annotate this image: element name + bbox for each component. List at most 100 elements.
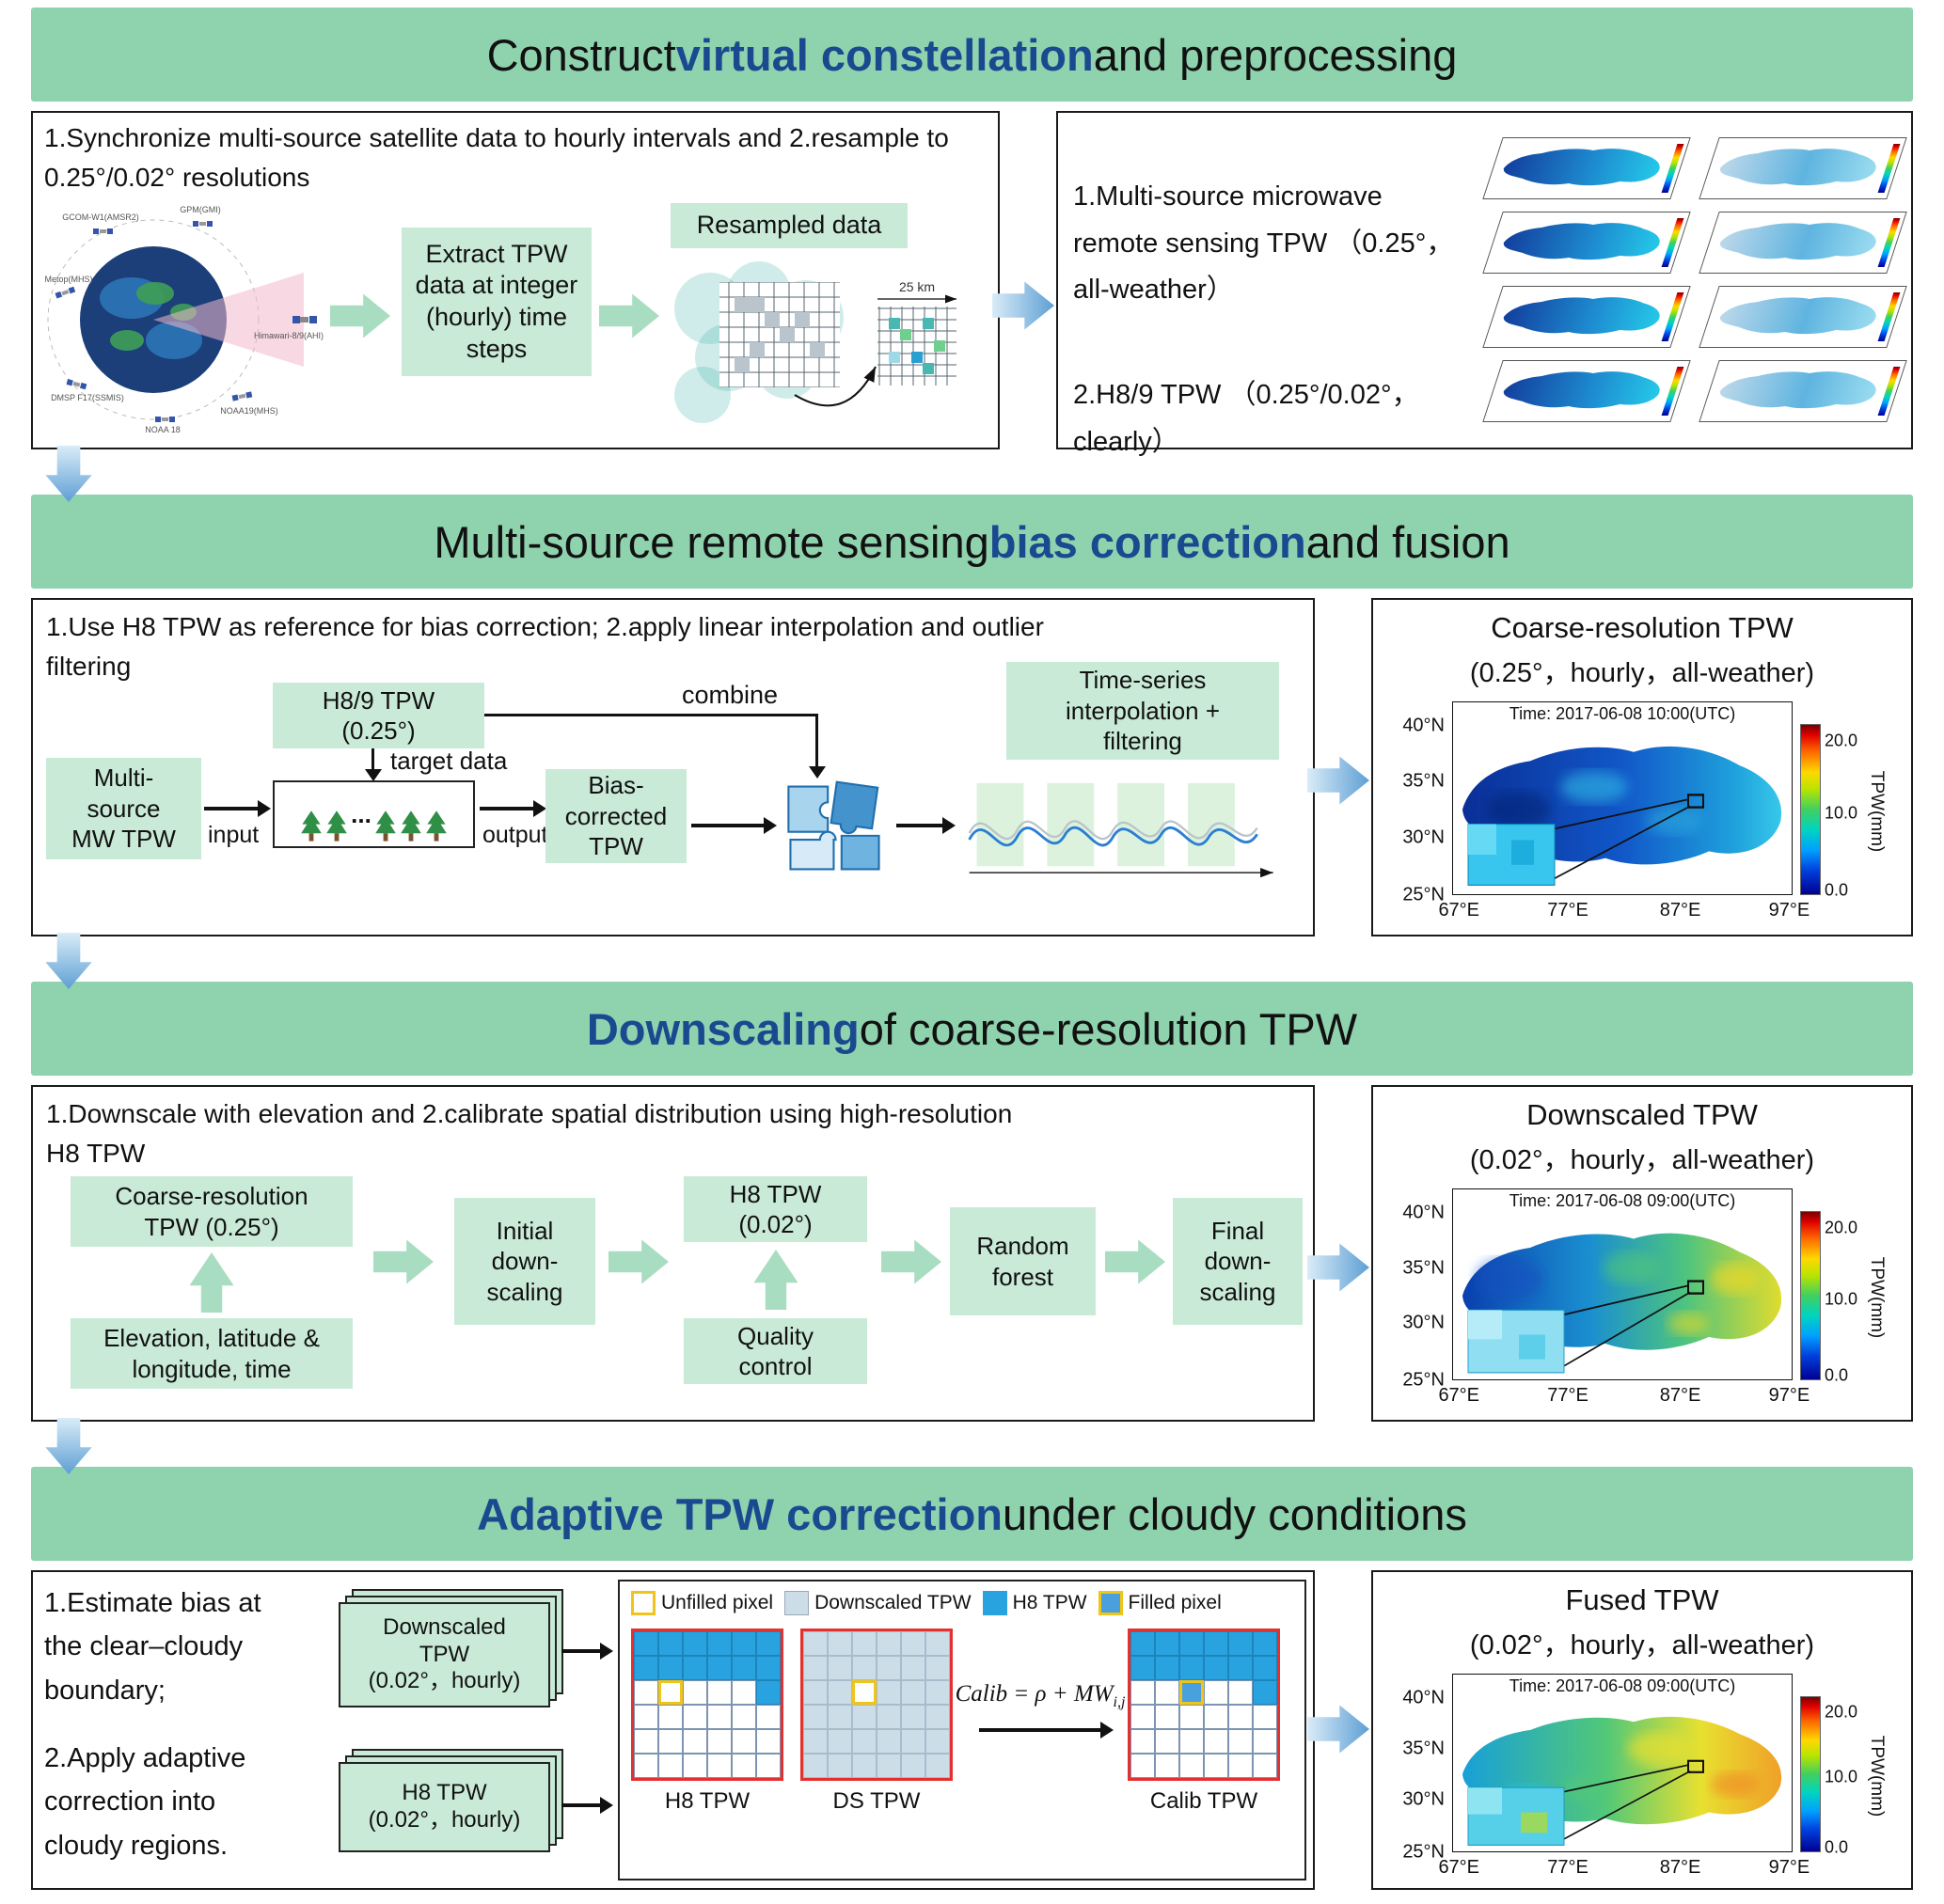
pixel-cell bbox=[683, 1754, 707, 1778]
pixel-cell bbox=[658, 1729, 683, 1754]
h89-tpw-box: H8/9 TPW (0.25°) bbox=[273, 683, 484, 748]
resampled-data-label: Resampled data bbox=[671, 203, 908, 248]
pixel-cell bbox=[634, 1754, 658, 1778]
ctick: 0.0 bbox=[1825, 1365, 1849, 1385]
pixel-cell bbox=[707, 1729, 732, 1754]
initial-downscaling-box: Initial down- scaling bbox=[454, 1198, 595, 1325]
section2-description: 1.Use H8 TPW as reference for bias corre… bbox=[46, 612, 1044, 681]
pixel-cell bbox=[1228, 1729, 1253, 1754]
colorbar-label: TPW(mm) bbox=[1867, 770, 1887, 853]
pixel-cell bbox=[925, 1729, 950, 1754]
pixel-cell bbox=[1179, 1705, 1204, 1729]
section1-right-panel: 1.Multi-source microwave remote sensing … bbox=[1056, 111, 1913, 457]
pixel-cell bbox=[852, 1656, 877, 1680]
section1-description: 1.Synchronize multi-source satellite dat… bbox=[44, 123, 949, 192]
map-thumbnail bbox=[1699, 212, 1907, 274]
downscaled-tpw-title: Downscaled TPW bbox=[1526, 1098, 1758, 1131]
pixel-cell bbox=[683, 1705, 707, 1729]
pixel-cell bbox=[1253, 1705, 1277, 1729]
pixel-cell bbox=[1253, 1631, 1277, 1656]
pixel-cell bbox=[658, 1631, 683, 1656]
map-thumbnail bbox=[1482, 212, 1691, 274]
section3-content: 1.Downscale with elevation and 2.calibra… bbox=[31, 1085, 1913, 1422]
longitude-axis: 67°E 77°E 87°E 97°E bbox=[1438, 1854, 1810, 1879]
pixel-cell bbox=[1253, 1656, 1277, 1680]
pixel-cell bbox=[1204, 1729, 1228, 1754]
map-plot: Time: 2017-06-08 10:00(UTC) bbox=[1452, 701, 1793, 895]
ytick: 40°N bbox=[1402, 1687, 1445, 1708]
calibration-formula: Calib = ρ + MWi,j bbox=[956, 1681, 1125, 1739]
pixel-cell bbox=[1179, 1754, 1204, 1778]
puzzle-fusion-icon bbox=[787, 780, 880, 871]
doc-label: Downscaled TPW (0.02°，hourly) bbox=[339, 1602, 550, 1707]
pixel-cell bbox=[634, 1705, 658, 1729]
pixel-cell bbox=[707, 1705, 732, 1729]
section2-left-panel: 1.Use H8 TPW as reference for bias corre… bbox=[31, 598, 1315, 936]
pixel-cell bbox=[852, 1631, 877, 1656]
pixel-cell bbox=[1228, 1680, 1253, 1705]
bias-corrected-box: Bias- corrected TPW bbox=[545, 769, 687, 863]
section2-content: 1.Use H8 TPW as reference for bias corre… bbox=[31, 598, 1913, 936]
map-thumbnail bbox=[1482, 137, 1691, 199]
fused-tpw-title: Fused TPW bbox=[1565, 1583, 1719, 1616]
ctick: 10.0 bbox=[1825, 803, 1858, 823]
panel-flow-arrow bbox=[1307, 756, 1369, 805]
legend-label: Filled pixel bbox=[1128, 1592, 1222, 1613]
pixel-cell bbox=[1204, 1656, 1228, 1680]
pixel-cell bbox=[1130, 1729, 1155, 1754]
satellite-icon bbox=[66, 379, 87, 390]
h8-tpw-box: H8 TPW (0.02°) bbox=[684, 1176, 867, 1242]
pixel-grid bbox=[1128, 1629, 1280, 1781]
pixel-cell bbox=[683, 1656, 707, 1680]
section4-content: 1.Estimate bias at the clear–cloudy boun… bbox=[31, 1570, 1913, 1890]
xtick: 87°E bbox=[1659, 1385, 1701, 1406]
pixel-cell bbox=[756, 1656, 781, 1680]
right1-line1: 1.Multi-source microwave remote sensing … bbox=[1073, 181, 1454, 305]
target-data-label: target data bbox=[390, 747, 508, 775]
h8-grid-column: H8 TPW bbox=[631, 1629, 783, 1815]
xtick: 77°E bbox=[1547, 1385, 1588, 1406]
flow-right-arrow bbox=[599, 293, 659, 338]
downscaled-tpw-subtitle: (0.02°，hourly，all-weather) bbox=[1469, 1145, 1815, 1175]
section2-banner: Multi-source remote sensing bias correct… bbox=[31, 495, 1913, 589]
combine-label: combine bbox=[682, 681, 779, 709]
legend-label: Downscaled TPW bbox=[814, 1592, 972, 1613]
pixel-cell bbox=[852, 1729, 877, 1754]
xtick: 77°E bbox=[1547, 900, 1588, 921]
pixel-cell bbox=[925, 1656, 950, 1680]
pixel-cell bbox=[1155, 1729, 1179, 1754]
colorbar bbox=[1800, 724, 1821, 895]
pixel-cell bbox=[1253, 1729, 1277, 1754]
section1-banner: Construct virtual constellation and prep… bbox=[31, 8, 1913, 102]
pixel-cell bbox=[828, 1754, 852, 1778]
ctick: 10.0 bbox=[1825, 1767, 1858, 1786]
ytick: 40°N bbox=[1402, 1202, 1445, 1223]
pixel-cell bbox=[901, 1656, 925, 1680]
h8-swatch bbox=[982, 1591, 1007, 1615]
ctick: 20.0 bbox=[1825, 1218, 1858, 1237]
pixel-cell bbox=[828, 1705, 852, 1729]
pixel-cell bbox=[732, 1656, 756, 1680]
pixel-cell bbox=[828, 1680, 852, 1705]
banner3-emphasis: Downscaling bbox=[586, 1003, 860, 1054]
pixel-cell bbox=[634, 1729, 658, 1754]
pixel-cell bbox=[901, 1631, 925, 1656]
satellite-icon bbox=[155, 417, 175, 422]
extract-tpw-box: Extract TPW data at integer (hourly) tim… bbox=[402, 228, 592, 376]
pixel-cell bbox=[1130, 1631, 1155, 1656]
pixel-cell bbox=[1179, 1631, 1204, 1656]
flow-right-arrow bbox=[1105, 1239, 1165, 1284]
pixel-cell bbox=[828, 1729, 852, 1754]
ytick: 35°N bbox=[1402, 1257, 1445, 1279]
pixel-cell bbox=[1130, 1656, 1155, 1680]
satellite-label: NOAA 18 bbox=[145, 425, 181, 434]
pixel-cell bbox=[683, 1729, 707, 1754]
banner2-pre: Multi-source remote sensing bbox=[434, 516, 989, 567]
pixel-cell bbox=[756, 1729, 781, 1754]
final-downscaling-box: Final down- scaling bbox=[1173, 1198, 1303, 1325]
pixel-cell bbox=[1228, 1656, 1253, 1680]
pixel-cell bbox=[877, 1631, 901, 1656]
pixel-cell bbox=[1130, 1705, 1155, 1729]
flow-right-arrow bbox=[608, 1239, 669, 1284]
downscaled-swatch bbox=[784, 1591, 810, 1615]
